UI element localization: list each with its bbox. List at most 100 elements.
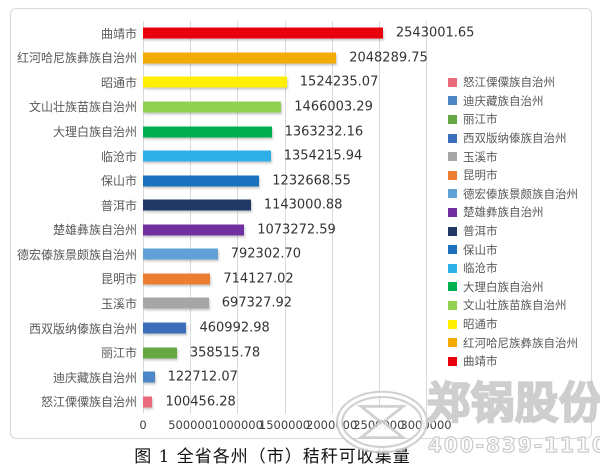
x-tick-label: 500000 (168, 418, 213, 432)
bar-row: 红河哈尼族彝族自治州 2048289.75 (13, 46, 583, 71)
x-axis: 0 500000 1000000 1500000 2000000 2500000 30000… (139, 418, 451, 434)
bar-track: 1232668.55 (143, 168, 426, 193)
legend-swatch (448, 300, 457, 310)
bar-rows: 曲靖市 2543001.65 红河哈尼族彝族自治州 2048289.75 昭通市 1524… (13, 21, 583, 414)
category-label: 丽江市 (100, 346, 137, 361)
legend-item: 西双版纳傣族自治州 (448, 129, 578, 148)
value-label: 358515.78 (189, 345, 261, 361)
chart-frame: 曲靖市 2543001.65 红河哈尼族彝族自治州 2048289.75 昭通市 1524… (10, 8, 592, 439)
category-label: 大理白族自治州 (52, 125, 137, 140)
legend-label: 红河哈尼族彝族自治州 (463, 335, 578, 350)
legend-item: 迪庆藏族自治州 (448, 92, 578, 111)
bar-track: 460992.98 (143, 316, 426, 341)
legend-swatch (448, 189, 457, 199)
legend-item: 曲靖市 (448, 352, 578, 371)
bar-track: 792302.70 (143, 242, 426, 267)
bar (143, 371, 155, 383)
bar (143, 248, 218, 260)
legend-item: 普洱市 (448, 222, 578, 241)
legend-label: 怒江傈僳族自治州 (463, 75, 555, 90)
value-label: 1073272.59 (257, 222, 336, 238)
bar (143, 175, 260, 187)
x-tick-label: 3000000 (400, 418, 452, 432)
legend-swatch (448, 263, 457, 273)
gridline (378, 21, 380, 414)
bar-track: 714127.02 (143, 267, 426, 292)
value-label: 2543001.65 (395, 25, 475, 41)
gridline (284, 21, 286, 414)
x-tick-label: 2000000 (306, 418, 358, 432)
bar-row: 玉溪市 697327.92 (13, 291, 583, 316)
bar (143, 76, 287, 88)
category-label: 楚雄彝族自治州 (52, 223, 137, 238)
legend-label: 曲靖市 (463, 354, 498, 369)
legend-item: 大理白族自治州 (448, 278, 578, 297)
legend-label: 楚雄彝族自治州 (463, 205, 544, 220)
value-label: 1524235.07 (299, 74, 379, 90)
legend: 怒江傈僳族自治州 迪庆藏族自治州 丽江市 西双版纳傣族自治州 玉溪市 昆明市 德宏傣族景颇族… (448, 73, 578, 371)
legend-item: 丽江市 (448, 110, 578, 129)
bar-track: 1466003.29 (143, 95, 426, 120)
value-label: 1232668.55 (272, 173, 351, 189)
bar-row: 保山市 1232668.55 (13, 168, 583, 193)
legend-item: 保山市 (448, 240, 578, 259)
legend-item: 文山壮族苗族自治州 (448, 296, 578, 315)
legend-item: 临沧市 (448, 259, 578, 278)
legend-label: 西双版纳傣族自治州 (463, 131, 567, 146)
bar (143, 396, 153, 408)
legend-item: 楚雄彝族自治州 (448, 203, 578, 222)
legend-item: 昭通市 (448, 315, 578, 334)
x-tick-label: 1000000 (211, 418, 263, 432)
value-label: 1354215.94 (283, 148, 363, 164)
bar-row: 临沧市 1354215.94 (13, 144, 583, 169)
legend-swatch (448, 226, 457, 236)
legend-swatch (448, 338, 457, 348)
value-label: 2048289.75 (349, 50, 428, 66)
legend-swatch (448, 152, 457, 162)
bar-row: 德宏傣族景颇族自治州 792302.70 (13, 242, 583, 267)
legend-label: 大理白族自治州 (463, 279, 544, 294)
legend-label: 德宏傣族景颇族自治州 (463, 186, 578, 201)
bar (143, 347, 177, 359)
value-label: 460992.98 (199, 320, 270, 336)
category-label: 普洱市 (100, 198, 137, 213)
value-label: 100456.28 (165, 394, 236, 410)
value-label: 792302.70 (230, 246, 302, 262)
bar-track: 1073272.59 (143, 218, 426, 243)
bar (143, 199, 251, 211)
bar (143, 52, 337, 64)
bar (143, 322, 187, 334)
category-label: 文山壮族苗族自治州 (28, 100, 137, 115)
category-label: 昭通市 (100, 75, 137, 90)
gridline (331, 21, 333, 414)
value-label: 1466003.29 (294, 99, 373, 115)
bar-track: 1524235.07 (143, 70, 426, 95)
category-label: 玉溪市 (100, 296, 137, 311)
legend-swatch (448, 170, 457, 180)
legend-item: 红河哈尼族彝族自治州 (448, 333, 578, 352)
category-label: 昆明市 (100, 272, 137, 287)
value-label: 122712.07 (167, 369, 238, 385)
gridline (426, 21, 427, 414)
bar (143, 297, 209, 309)
legend-swatch (448, 282, 457, 292)
legend-swatch (448, 96, 457, 106)
legend-label: 临沧市 (463, 261, 498, 276)
category-label: 保山市 (100, 174, 137, 189)
bar-track: 1354215.94 (143, 144, 426, 169)
bar-row: 昆明市 714127.02 (13, 267, 583, 292)
value-label: 714127.02 (223, 271, 294, 287)
legend-item: 昆明市 (448, 166, 578, 185)
legend-swatch (448, 319, 457, 329)
bar-row: 文山壮族苗族自治州 1466003.29 (13, 95, 583, 120)
category-label: 临沧市 (100, 149, 137, 164)
gridline (143, 21, 144, 414)
legend-label: 普洱市 (463, 224, 498, 239)
value-label: 1143000.88 (263, 197, 343, 213)
bar-track: 1143000.88 (143, 193, 426, 218)
legend-item: 怒江傈僳族自治州 (448, 73, 578, 92)
gridline (190, 21, 192, 414)
legend-label: 昆明市 (463, 168, 498, 183)
value-label: 1363232.16 (284, 124, 364, 140)
